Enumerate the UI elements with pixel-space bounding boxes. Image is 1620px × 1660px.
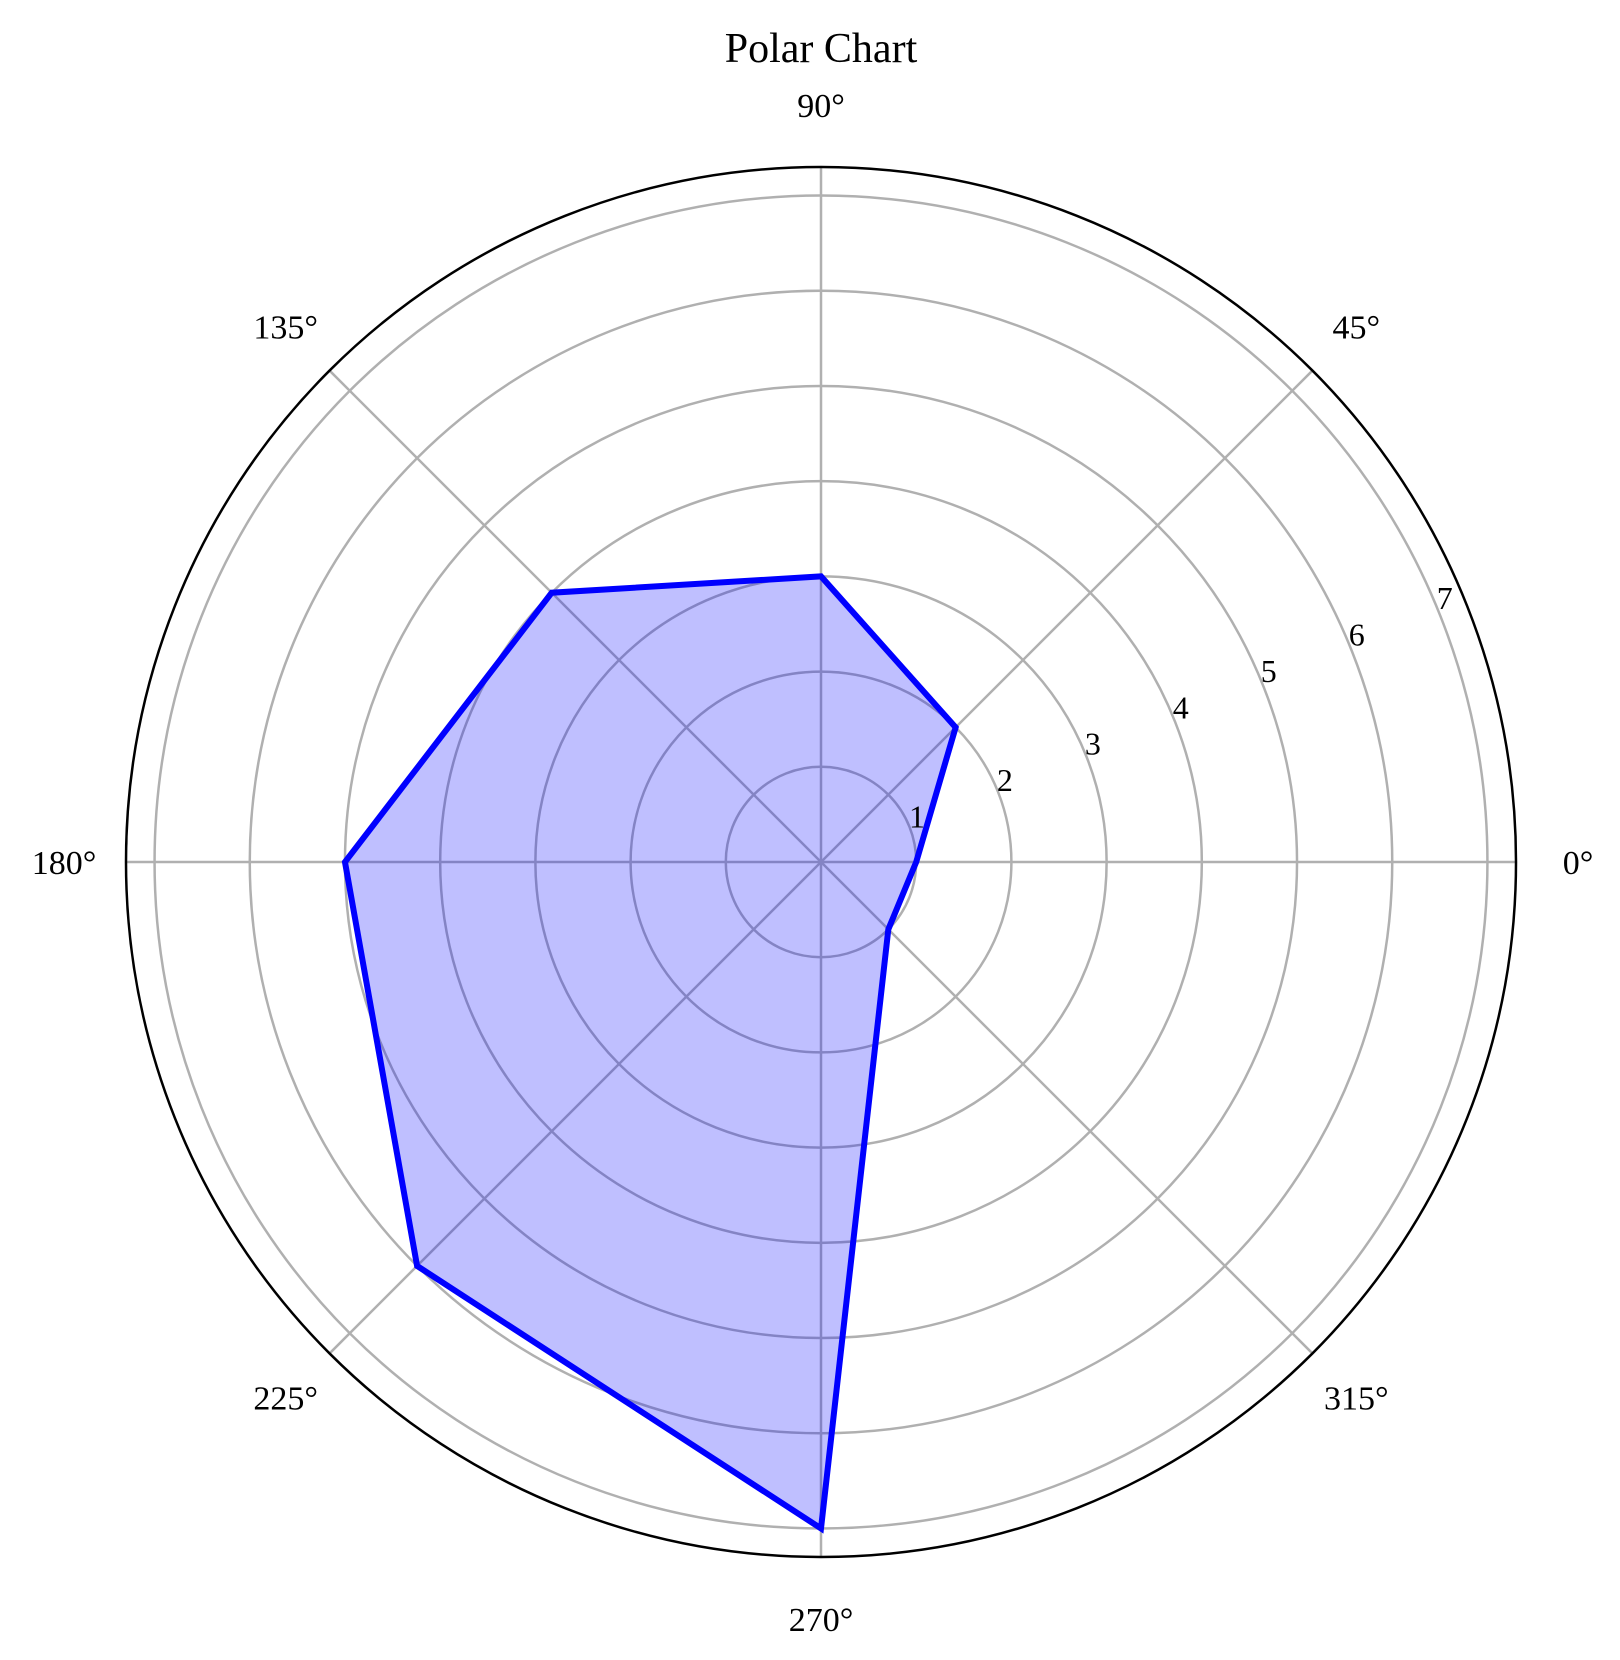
data-series — [341, 573, 959, 1534]
radial-label-2: 2 — [997, 762, 1013, 798]
radial-label-3: 3 — [1085, 726, 1101, 762]
angle-label-225: 225° — [253, 1380, 318, 1417]
angle-label-180: 180° — [32, 845, 97, 882]
grid-spoke-225 — [328, 861, 822, 1355]
radial-label-5: 5 — [1261, 653, 1277, 689]
angle-label-0: 0° — [1563, 845, 1594, 882]
angle-label-270: 270° — [789, 1602, 854, 1639]
radial-label-6: 6 — [1349, 616, 1365, 652]
radial-label-4: 4 — [1173, 689, 1189, 725]
angle-label-90: 90° — [797, 88, 845, 125]
polar-frame — [124, 165, 1518, 1559]
grid-spoke-135 — [328, 369, 822, 863]
grid-spoke-45 — [820, 369, 1314, 863]
angle-label-45: 45° — [1332, 310, 1380, 347]
angle-label-135: 135° — [253, 310, 318, 347]
series-area-0 — [341, 573, 959, 1534]
angle-label-315: 315° — [1324, 1380, 1389, 1417]
chart-title: Polar Chart — [725, 26, 918, 72]
axis-labels: 0° 45° 90° 135° 180° 225° 270° 315° 1 2 3 4 5 6 7 — [32, 88, 1594, 1639]
radial-label-7: 7 — [1437, 580, 1453, 616]
grid-spoke-315 — [820, 861, 1314, 1355]
outer-circle — [124, 165, 1518, 1559]
radial-label-1: 1 — [909, 799, 925, 835]
